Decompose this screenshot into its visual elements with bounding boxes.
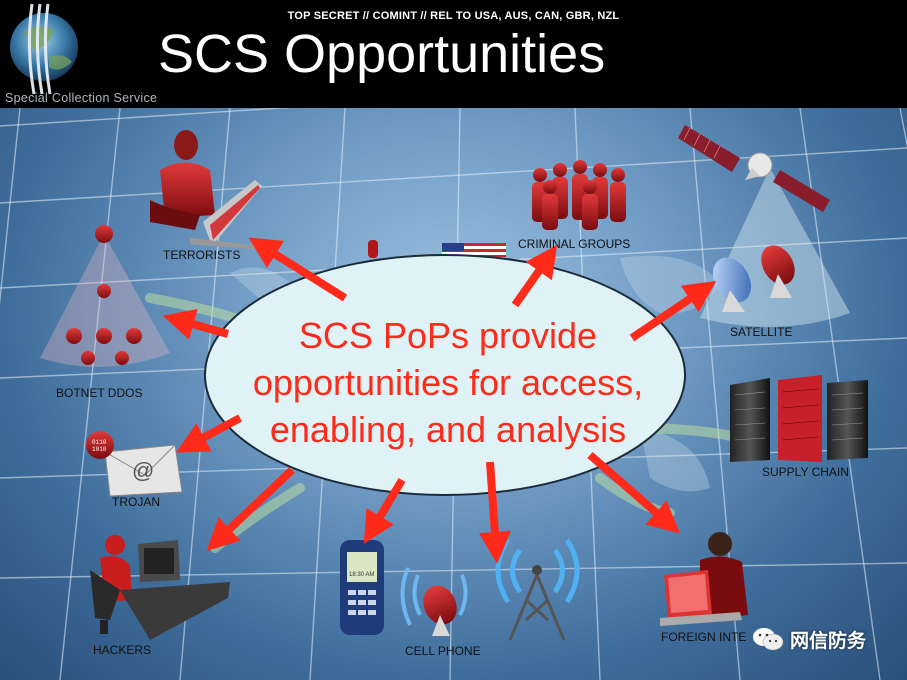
phone-screen-time: 18:30 AM [349,572,374,578]
center-line-1: SCS PoPs provide [298,315,598,356]
scs-logo [10,3,78,95]
logo-text: Special Collection Service [5,91,158,105]
foreign-intel-figure [660,532,748,626]
watermark-text: 网信防务 [790,630,867,652]
arrow-cell-tower [478,461,511,564]
center-line-2: opportunities for access, [252,362,644,403]
label-terrorists: TERRORISTS [163,248,241,262]
label-cell-phone: CELL PHONE [405,644,481,658]
arrow-trojan [175,414,242,453]
arrow-botnet [162,308,230,340]
criminal-groups-figure [532,160,626,230]
arrow-terrorists [248,237,348,302]
hacker-figure [90,535,230,640]
label-satellite: SATELLITE [730,325,793,339]
label-hackers: HACKERS [93,643,152,657]
arrow-satellite [629,281,717,342]
cell-phone-figure: 18:30 AM [340,540,384,635]
satellite-dishes [713,245,795,312]
center-line-3: enabling, and analysis [269,409,627,450]
header: TOP SECRET // COMINT // REL TO USA, AUS,… [0,0,907,108]
trojan-figure: @ 0110 1010 [86,431,183,497]
arrow-foreign-intel [587,451,681,534]
label-supply-chain: SUPPLY CHAIN [762,465,849,479]
center-ellipse [204,254,686,496]
svg-text:1010: 1010 [92,446,107,453]
arrow-hackers [206,467,295,551]
watermark: 网信防务 [752,624,866,654]
mobile-dish-figure [400,567,468,636]
satellite-figure [678,125,830,212]
svg-text:@: @ [132,458,154,483]
terrorist-figure [150,130,262,250]
classification-banner: TOP SECRET // COMINT // REL TO USA, AUS,… [287,10,620,22]
svg-text:0110: 0110 [92,439,107,446]
supply-chain-figure [730,375,868,462]
label-botnet-ddos: BOTNET DDOS [56,386,143,400]
label-foreign-intel: FOREIGN INTE [661,630,747,644]
label-trojan: TROJAN [112,495,160,509]
arrow-cell-phone [363,477,406,544]
wechat-icon [753,628,784,651]
arrow-criminal-groups [511,244,558,308]
center-message: SCS PoPs provide opportunities for acces… [223,312,673,453]
arrows [162,237,717,564]
label-criminal-groups: CRIMINAL GROUPS [518,237,631,251]
page-title: SCS Opportunities [158,24,606,84]
botnet-figure [66,225,142,365]
